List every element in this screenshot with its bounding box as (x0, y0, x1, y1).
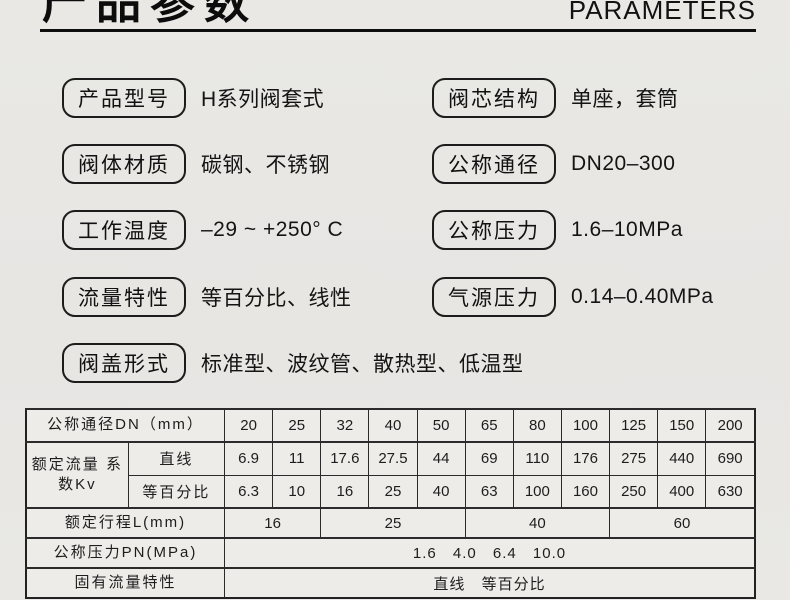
param-value-nominal-diameter: DN20–300 (571, 152, 676, 175)
dn-value: 100 (560, 408, 611, 443)
table-row-kv-equal-percentage: 等百分比 6.3 10 16 25 40 63 100 160 250 400 … (26, 474, 756, 509)
table-row-dn: 公称通径DN（mm） 20 25 32 40 50 65 80 100 125 … (25, 408, 756, 443)
page-title-english: PARAMETERS (568, 0, 756, 25)
header-divider (40, 29, 756, 32)
param-bonnet-type: 阀盖形式 标准型、波纹管、散热型、低温型 (62, 341, 524, 385)
param-value-nominal-pressure: 1.6–10MPa (571, 218, 683, 241)
param-flow-characteristic: 流量特性 等百分比、线性 (62, 275, 352, 319)
table-row-inherent-flow: 固有流量特性 直线 等百分比 (25, 567, 756, 599)
kv-equal-value: 10 (272, 474, 322, 509)
param-value-working-temperature: –29 ~ +250° C (201, 218, 344, 241)
param-value-air-supply-pressure: 0.14–0.40MPa (571, 285, 714, 308)
dn-value: 125 (609, 408, 659, 443)
dn-value: 150 (657, 408, 707, 443)
param-value-bonnet-type: 标准型、波纹管、散热型、低温型 (201, 353, 524, 376)
kv-equal-label: 等百分比 (127, 474, 226, 509)
kv-equal-value: 16 (320, 474, 370, 509)
kv-linear-value: 110 (512, 441, 562, 476)
param-nominal-pressure: 公称压力 1.6–10MPa (432, 208, 683, 252)
param-label-working-temperature: 工作温度 (62, 210, 186, 250)
stroke-value: 25 (320, 507, 466, 539)
page-title: 产品参数 (42, 0, 259, 28)
kv-linear-value: 275 (609, 441, 659, 476)
param-body-material: 阀体材质 碳钢、不锈钢 (62, 142, 330, 186)
stroke-value: 16 (224, 507, 322, 539)
param-value-flow-characteristic: 等百分比、线性 (201, 287, 352, 310)
kv-linear-value: 440 (657, 441, 707, 476)
pn-value: 1.6 4.0 6.4 10.0 (224, 537, 756, 569)
param-label-nominal-diameter: 公称通径 (432, 144, 556, 184)
kv-linear-label: 直线 (127, 441, 226, 476)
param-label-air-supply-pressure: 气源压力 (432, 277, 556, 317)
param-label-product-model: 产品型号 (62, 78, 186, 118)
param-label-bonnet-type: 阀盖形式 (62, 343, 186, 383)
table-row-stroke: 额定行程L(mm) 16 25 40 60 (25, 507, 756, 539)
dn-value: 40 (368, 408, 418, 443)
kv-equal-value: 630 (705, 474, 756, 509)
param-label-nominal-pressure: 公称压力 (432, 210, 556, 250)
inherent-flow-value: 直线 等百分比 (224, 567, 756, 599)
param-value-body-material: 碳钢、不锈钢 (201, 154, 330, 177)
table-row-kv-linear: 额定流量 系数Kv 直线 6.9 11 17.6 27.5 44 69 110 … (25, 441, 756, 509)
dn-value: 20 (224, 408, 274, 443)
param-label-flow-characteristic: 流量特性 (62, 277, 186, 317)
param-label-trim-structure: 阀芯结构 (432, 78, 556, 118)
param-working-temperature: 工作温度 –29 ~ +250° C (62, 208, 343, 252)
pn-row-label: 公称压力PN(MPa) (25, 537, 226, 569)
kv-linear-value: 27.5 (368, 441, 418, 476)
kv-equal-value: 6.3 (224, 474, 274, 509)
param-label-body-material: 阀体材质 (62, 144, 186, 184)
dn-value: 200 (705, 408, 756, 443)
kv-equal-value: 250 (609, 474, 659, 509)
kv-equal-value: 160 (560, 474, 611, 509)
dn-value: 65 (464, 408, 514, 443)
kv-equal-value: 100 (512, 474, 562, 509)
param-air-supply-pressure: 气源压力 0.14–0.40MPa (432, 275, 714, 319)
dn-value: 25 (272, 408, 322, 443)
inherent-flow-row-label: 固有流量特性 (25, 567, 226, 599)
param-product-model: 产品型号 H系列阀套式 (62, 76, 324, 120)
kv-linear-value: 11 (272, 441, 322, 476)
kv-equal-value: 400 (657, 474, 707, 509)
kv-row-label: 额定流量 系数Kv (25, 441, 129, 509)
param-value-product-model: H系列阀套式 (201, 88, 325, 111)
kv-linear-value: 6.9 (224, 441, 274, 476)
kv-equal-value: 63 (464, 474, 514, 509)
param-nominal-diameter: 公称通径 DN20–300 (432, 142, 675, 186)
kv-equal-value: 25 (368, 474, 418, 509)
kv-linear-value: 17.6 (320, 441, 370, 476)
dn-value: 80 (512, 408, 562, 443)
kv-linear-value: 69 (464, 441, 514, 476)
dn-row-label: 公称通径DN（mm） (25, 408, 226, 443)
dn-value: 32 (320, 408, 370, 443)
kv-linear-value: 176 (560, 441, 611, 476)
kv-linear-value: 690 (705, 441, 756, 476)
stroke-row-label: 额定行程L(mm) (25, 507, 226, 539)
stroke-value: 60 (609, 507, 756, 539)
stroke-value: 40 (464, 507, 611, 539)
kv-equal-value: 40 (416, 474, 466, 509)
kv-linear-value: 44 (416, 441, 466, 476)
spec-table: 公称通径DN（mm） 20 25 32 40 50 65 80 100 125 … (25, 408, 756, 599)
param-value-trim-structure: 单座，套筒 (571, 88, 679, 111)
dn-value: 50 (416, 408, 466, 443)
param-trim-structure: 阀芯结构 单座，套筒 (432, 76, 679, 120)
table-row-pn: 公称压力PN(MPa) 1.6 4.0 6.4 10.0 (25, 537, 756, 569)
